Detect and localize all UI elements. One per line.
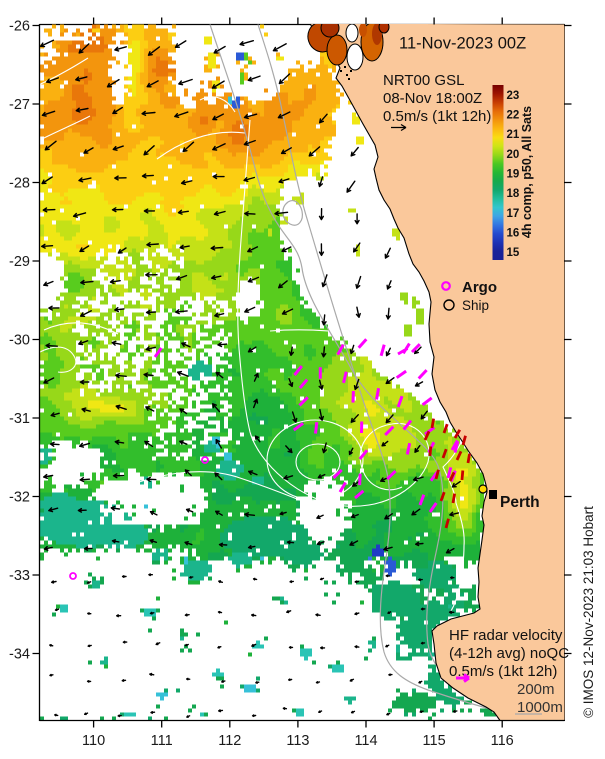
- svg-text:19: 19: [507, 169, 520, 181]
- svg-text:Argo: Argo: [462, 279, 497, 296]
- svg-text:21: 21: [507, 129, 520, 141]
- svg-text:-26: -26: [9, 19, 30, 35]
- svg-text:-32: -32: [9, 490, 30, 506]
- svg-text:4h comp, p50, All Sats: 4h comp, p50, All Sats: [520, 106, 534, 238]
- svg-text:116: 116: [491, 733, 514, 749]
- svg-text:20: 20: [507, 149, 520, 161]
- svg-text:-31: -31: [9, 411, 30, 427]
- svg-text:113: 113: [286, 733, 309, 749]
- svg-text:0.5m/s (1kt 12h): 0.5m/s (1kt 12h): [449, 663, 557, 680]
- svg-text:0.5m/s (1kt 12h): 0.5m/s (1kt 12h): [383, 108, 491, 125]
- svg-text:1000m: 1000m: [517, 699, 563, 716]
- svg-text:115: 115: [423, 733, 446, 749]
- svg-text:16: 16: [507, 228, 520, 240]
- svg-text:-29: -29: [9, 254, 30, 270]
- svg-text:© IMOS 12-Nov-2023 21:03 Hobar: © IMOS 12-Nov-2023 21:03 Hobart: [581, 506, 596, 718]
- svg-text:Perth: Perth: [500, 494, 540, 511]
- svg-text:22: 22: [507, 110, 520, 122]
- svg-text:110: 110: [82, 733, 105, 749]
- svg-text:(4-12h avg) noQC: (4-12h avg) noQC: [449, 645, 569, 662]
- svg-text:-33: -33: [9, 568, 30, 584]
- svg-text:18: 18: [507, 188, 520, 200]
- svg-text:114: 114: [354, 733, 377, 749]
- svg-text:-28: -28: [9, 176, 30, 192]
- svg-text:112: 112: [218, 733, 241, 749]
- svg-text:NRT00 GSL: NRT00 GSL: [383, 72, 464, 89]
- svg-text:HF radar velocity: HF radar velocity: [449, 627, 563, 644]
- svg-text:11-Nov-2023 00Z: 11-Nov-2023 00Z: [399, 35, 526, 53]
- svg-text:-30: -30: [9, 333, 30, 349]
- svg-text:17: 17: [507, 208, 520, 220]
- svg-text:08-Nov 18:00Z: 08-Nov 18:00Z: [383, 90, 482, 107]
- svg-text:15: 15: [507, 247, 520, 259]
- svg-text:111: 111: [151, 733, 173, 749]
- svg-text:23: 23: [507, 90, 520, 102]
- svg-text:-34: -34: [9, 647, 30, 663]
- svg-text:Ship: Ship: [462, 298, 489, 313]
- svg-text:-27: -27: [9, 97, 30, 113]
- svg-text:200m: 200m: [517, 681, 555, 698]
